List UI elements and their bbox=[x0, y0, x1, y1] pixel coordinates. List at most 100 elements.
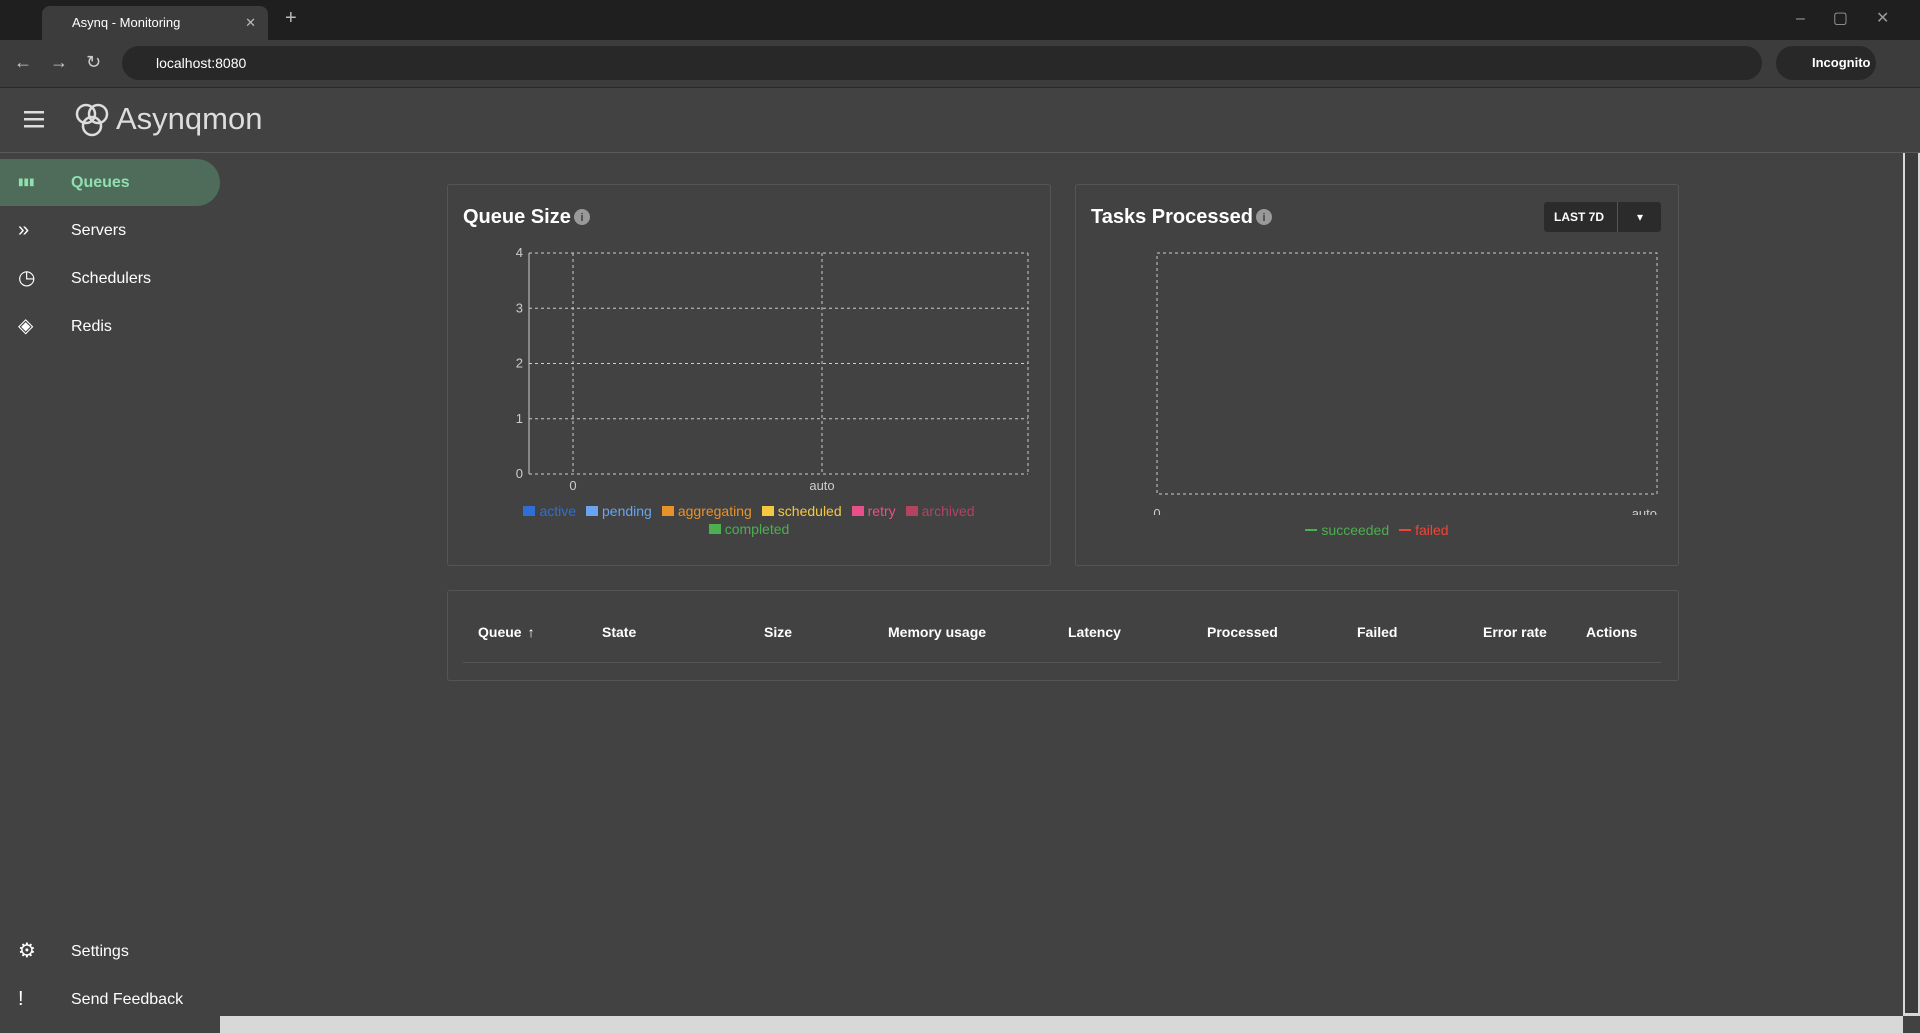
table-divider bbox=[463, 662, 1661, 663]
nav-label: Servers bbox=[71, 222, 127, 239]
nav-label: Send Feedback bbox=[71, 991, 184, 1008]
app-name: Asynqmon bbox=[116, 101, 263, 136]
nav-icon: ◷ bbox=[18, 267, 36, 289]
legend-label: completed bbox=[724, 521, 790, 537]
legend-swatch bbox=[761, 506, 774, 516]
legend-label: succeeded bbox=[1321, 522, 1390, 538]
legend-item: pending bbox=[586, 503, 652, 519]
nav-item[interactable]: ◷ Schedulers bbox=[0, 255, 220, 302]
incognito-badge[interactable]: Incognito bbox=[1776, 46, 1876, 80]
legend-swatch bbox=[523, 506, 536, 516]
column-header[interactable]: Actions bbox=[1586, 624, 1638, 640]
legend-item: active bbox=[523, 503, 576, 519]
column-header[interactable]: Latency bbox=[1068, 624, 1121, 640]
svg-text:i: i bbox=[580, 212, 583, 224]
svg-text:i: i bbox=[1262, 212, 1265, 224]
legend-item: archived bbox=[905, 503, 975, 519]
nav-label: Schedulers bbox=[71, 270, 152, 287]
legend: active pending aggregating scheduled retry ar… bbox=[499, 503, 999, 537]
y-tick-label: 3 bbox=[516, 300, 523, 315]
legend: succeeded failed bbox=[1127, 522, 1627, 538]
nav-label: Redis bbox=[71, 318, 112, 335]
scroll-thumb[interactable] bbox=[1905, 153, 1918, 1013]
x-tick-label: auto bbox=[1632, 506, 1657, 515]
queue-size-card: Queue Size i 0 1 2 3 4 0 auto active pending aggr… bbox=[447, 184, 1051, 566]
app-logo bbox=[75, 103, 109, 137]
card-title: Tasks Processed bbox=[1091, 206, 1253, 228]
browser-tab-bar: Asynq - Monitoring ✕ + –▢✕ bbox=[0, 0, 1920, 40]
nav-buttons[interactable]: ←→↻ bbox=[14, 52, 120, 72]
url-bar[interactable]: localhost:8080 bbox=[122, 46, 1762, 80]
x-tick-label: 0 bbox=[1153, 506, 1160, 515]
column-header[interactable]: Failed bbox=[1357, 624, 1398, 640]
nav-item[interactable]: ! Send Feedback bbox=[0, 976, 220, 1023]
incognito-text: Incognito bbox=[1812, 55, 1871, 70]
legend-swatch bbox=[905, 506, 918, 516]
column-header[interactable]: Error rate bbox=[1483, 624, 1547, 640]
range-label: LAST 7D bbox=[1554, 210, 1605, 224]
dropdown[interactable]: ▾ bbox=[1617, 202, 1662, 232]
legend-swatch bbox=[586, 506, 599, 516]
menu-icon[interactable] bbox=[24, 110, 46, 128]
legend-swatch bbox=[851, 506, 864, 516]
y-tick-label: 2 bbox=[516, 356, 523, 371]
y-tick-label: 1 bbox=[516, 411, 523, 426]
window-controls[interactable]: –▢✕ bbox=[1796, 10, 1918, 27]
tasks-processed-card: Tasks Processed LAST 7D ▾ i 0 auto succeede… bbox=[1075, 184, 1679, 566]
nav-icon: ◈ bbox=[18, 315, 34, 337]
column-header[interactable]: Processed bbox=[1207, 624, 1278, 640]
legend-item: completed bbox=[708, 521, 790, 537]
x-tick-label: 0 bbox=[569, 478, 576, 493]
legend-item: failed bbox=[1399, 522, 1449, 538]
column-header[interactable]: State bbox=[602, 624, 637, 640]
nav-label: Queues bbox=[71, 174, 130, 191]
legend-label: archived bbox=[921, 503, 975, 519]
tasks-processed-chart: i 0 auto bbox=[1153, 209, 1658, 515]
legend-label: pending bbox=[602, 503, 652, 519]
legend-swatch bbox=[1399, 529, 1412, 531]
legend-label: retry bbox=[867, 503, 896, 519]
legend-label: scheduled bbox=[777, 503, 842, 519]
range-button[interactable]: LAST 7D ▾ bbox=[1544, 202, 1661, 232]
nav-item[interactable]: ▮▮▮ Queues bbox=[0, 159, 220, 206]
v-scrollbar[interactable] bbox=[1903, 153, 1920, 1016]
sort-icon: ↑ bbox=[527, 624, 535, 640]
nav-icon: ▮▮▮ bbox=[18, 177, 35, 188]
nav-item[interactable]: ◈ Redis bbox=[0, 303, 220, 350]
legend-swatch bbox=[1305, 529, 1318, 531]
y-tick-label: 4 bbox=[516, 245, 523, 260]
app-header: Asynqmon bbox=[0, 88, 1920, 153]
column-header[interactable]: Size bbox=[764, 624, 793, 640]
address-row: ←→↻ localhost:8080 Incognito bbox=[0, 40, 1920, 88]
legend-swatch bbox=[661, 506, 674, 516]
legend-label: aggregating bbox=[677, 503, 752, 519]
nav-icon: » bbox=[18, 219, 30, 241]
x-tick-label: auto bbox=[809, 478, 834, 493]
column-header[interactable]: Queue ↑ bbox=[478, 624, 535, 640]
legend-item: scheduled bbox=[761, 503, 842, 519]
tab-title: Asynq - Monitoring bbox=[72, 15, 181, 30]
nav-item[interactable]: » Servers bbox=[0, 207, 220, 254]
y-tick-label: 0 bbox=[516, 466, 523, 481]
new-tab[interactable]: + bbox=[285, 7, 297, 29]
legend-item: aggregating bbox=[661, 503, 752, 519]
browser-tab[interactable]: Asynq - Monitoring ✕ bbox=[42, 6, 268, 40]
legend-item: retry bbox=[851, 503, 896, 519]
h-scrollbar[interactable] bbox=[220, 1016, 1903, 1033]
nav-icon: ⚙ bbox=[18, 940, 36, 962]
legend-item: succeeded bbox=[1305, 522, 1389, 538]
queue-table bbox=[447, 590, 1679, 681]
url-text: localhost:8080 bbox=[156, 55, 247, 71]
column-header[interactable]: Memory usage bbox=[888, 624, 987, 640]
legend-label: active bbox=[539, 503, 577, 519]
legend-label: failed bbox=[1415, 522, 1449, 538]
card-title: Queue Size bbox=[463, 206, 571, 228]
legend-swatch bbox=[708, 524, 721, 534]
nav-item[interactable]: ⚙ Settings bbox=[0, 928, 220, 975]
queue-size-chart: i 0 1 2 3 4 0 auto bbox=[516, 209, 1029, 493]
nav-label: Settings bbox=[71, 943, 129, 960]
nav-icon: ! bbox=[18, 988, 24, 1010]
tab-close[interactable]: ✕ bbox=[245, 15, 256, 30]
